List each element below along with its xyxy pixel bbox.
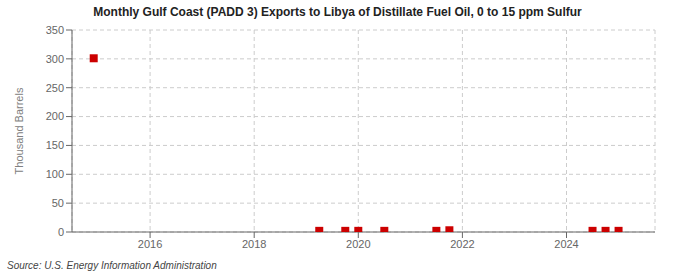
svg-text:50: 50 — [52, 197, 64, 209]
svg-text:2020: 2020 — [346, 238, 370, 250]
svg-text:2022: 2022 — [450, 238, 474, 250]
svg-text:2018: 2018 — [242, 238, 266, 250]
html-text:Source: U.S. Energy Informatio: Source: U.S. Energy Information Administ… — [7, 260, 217, 271]
svg-text:Thousand Barrels: Thousand Barrels — [13, 87, 25, 174]
svg-text:200: 200 — [46, 110, 64, 122]
svg-text:2016: 2016 — [138, 238, 162, 250]
svg-text:300: 300 — [46, 53, 64, 65]
svg-text:150: 150 — [46, 139, 64, 151]
svg-text:2024: 2024 — [554, 238, 578, 250]
svg-text:100: 100 — [46, 168, 64, 180]
svg-text:250: 250 — [46, 82, 64, 94]
svg-text:0: 0 — [58, 226, 64, 238]
svg-text:350: 350 — [46, 24, 64, 36]
html-text:Monthly Gulf Coast (PADD 3) Ex: Monthly Gulf Coast (PADD 3) Exports to L… — [93, 5, 582, 19]
